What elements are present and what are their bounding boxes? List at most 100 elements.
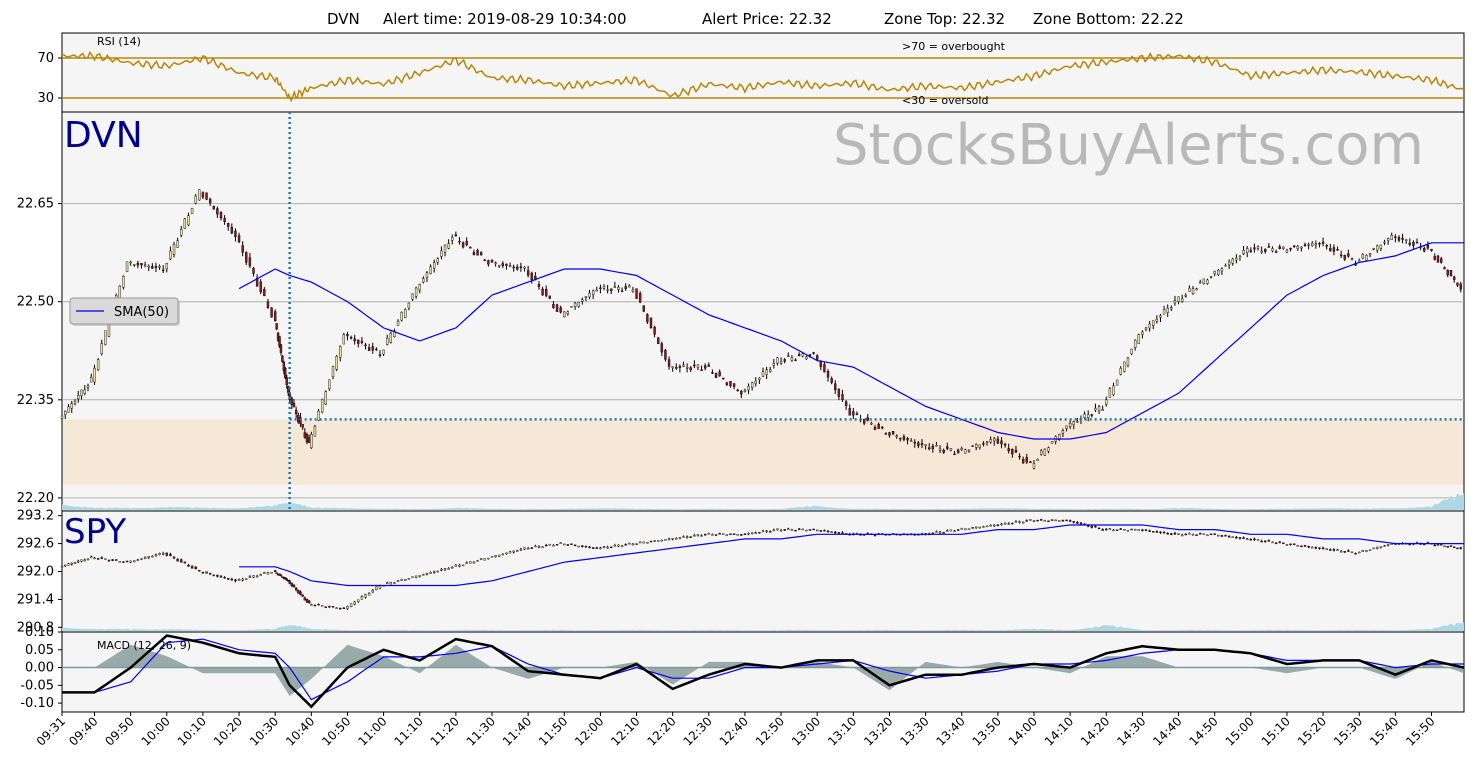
spy-candle-body [1256, 539, 1260, 541]
spy-candle-body [133, 560, 136, 563]
spy-candle [223, 576, 226, 579]
spy-candle [151, 555, 154, 558]
macd-ytick-label-1: 0.05 [25, 643, 54, 658]
price-candle [1126, 356, 1130, 368]
spy-candle [548, 543, 552, 546]
spy-candle-body [953, 530, 956, 533]
spy-candle [1177, 533, 1180, 536]
spy-candle [1227, 535, 1231, 538]
spy-candle [1332, 548, 1336, 552]
price-candle-body [993, 438, 996, 442]
price-candle-body [324, 391, 327, 405]
price-candle-body [498, 264, 501, 267]
price-candle [301, 423, 304, 430]
price-candle-body [440, 250, 443, 257]
price-candle [1188, 285, 1191, 292]
price-candle-body [310, 434, 313, 448]
price-candle [234, 228, 237, 242]
spy-candle [1166, 532, 1169, 535]
spy-candle-body [711, 534, 714, 536]
price-candle-body [219, 211, 223, 219]
price-candle [1199, 279, 1202, 284]
x-tick-label-21: 13:00 [789, 714, 823, 748]
price-candle [830, 376, 833, 385]
price-candle-body [956, 449, 960, 454]
price-candle-body [194, 195, 197, 204]
price-candle-body [1076, 421, 1079, 423]
spy-candle-body [1021, 521, 1025, 524]
spy-candle [1101, 528, 1104, 531]
spy-candle [740, 534, 743, 536]
price-candle [443, 244, 447, 257]
spy-candle-body [595, 547, 598, 549]
spy-candle [718, 532, 721, 535]
price-candle-body [1249, 250, 1253, 253]
price-candle-body [1094, 408, 1097, 411]
price-candle-body [294, 409, 298, 415]
price-candle-body [1199, 281, 1202, 284]
price-candle [1426, 241, 1430, 250]
rsi-ytick-label-1: 30 [37, 91, 54, 106]
price-candle [90, 373, 93, 383]
spy-candle [769, 530, 772, 533]
spy-candle-body [234, 579, 237, 582]
price-candle [73, 399, 77, 406]
price-candle-body [136, 262, 140, 266]
spy-candle-body [1141, 529, 1144, 531]
spy-candle [1235, 535, 1238, 539]
spy-candle-body [1260, 540, 1263, 543]
price-candle [483, 258, 486, 262]
spy-candle [534, 544, 537, 548]
spy-candle [208, 572, 212, 575]
spy-candle-body [1339, 551, 1343, 553]
price-candle [237, 232, 241, 244]
price-candle-body [1332, 247, 1336, 252]
price-candle [1329, 243, 1332, 252]
price-candle-body [1253, 247, 1256, 250]
spy-candle [1376, 546, 1379, 550]
spy-candle-body [1061, 519, 1065, 522]
spy-candle-body [577, 545, 580, 548]
spy-candle-body [1050, 519, 1054, 521]
price-candle-body [1155, 318, 1159, 322]
spy-candle [230, 577, 234, 581]
price-candle-body [1339, 254, 1343, 257]
spy-candle [1199, 532, 1202, 535]
price-candle [794, 358, 797, 362]
price-candle-body [1065, 425, 1068, 429]
price-candle [64, 410, 67, 419]
spy-candle [187, 564, 190, 567]
spy-candle [563, 543, 566, 546]
price-candle [570, 306, 573, 308]
price-candle [219, 211, 223, 221]
spy-candle [1358, 551, 1361, 554]
price-candle-body [1191, 288, 1195, 294]
price-candle [805, 355, 808, 360]
price-candle [837, 388, 841, 401]
spy-candle-body [1054, 519, 1057, 522]
spy-candle-body [812, 528, 815, 531]
price-candle [685, 363, 689, 373]
price-candle [873, 424, 877, 431]
spy-candle-body [1166, 533, 1169, 535]
spy-candle [136, 558, 140, 562]
price-candle [657, 336, 660, 345]
spy-candle [349, 603, 353, 608]
spy-candle [279, 574, 283, 577]
spy-candle [198, 569, 201, 572]
x-tick-label-35: 15:20 [1295, 714, 1329, 748]
price-candle [588, 289, 591, 300]
price-candle-body [1217, 269, 1220, 275]
price-candle [519, 262, 523, 272]
price-candle-body [1018, 455, 1021, 458]
x-tick-label-20: 12:50 [753, 714, 787, 748]
price-candle [1227, 259, 1231, 270]
spy-candle-body [722, 533, 725, 535]
spy-candle [77, 559, 80, 564]
price-candle [140, 263, 143, 269]
price-candle-body [769, 369, 772, 372]
spy-candle [375, 586, 378, 591]
price-candle [642, 305, 645, 313]
price-candle-body [1108, 388, 1112, 398]
spy-candle-body [320, 605, 324, 607]
